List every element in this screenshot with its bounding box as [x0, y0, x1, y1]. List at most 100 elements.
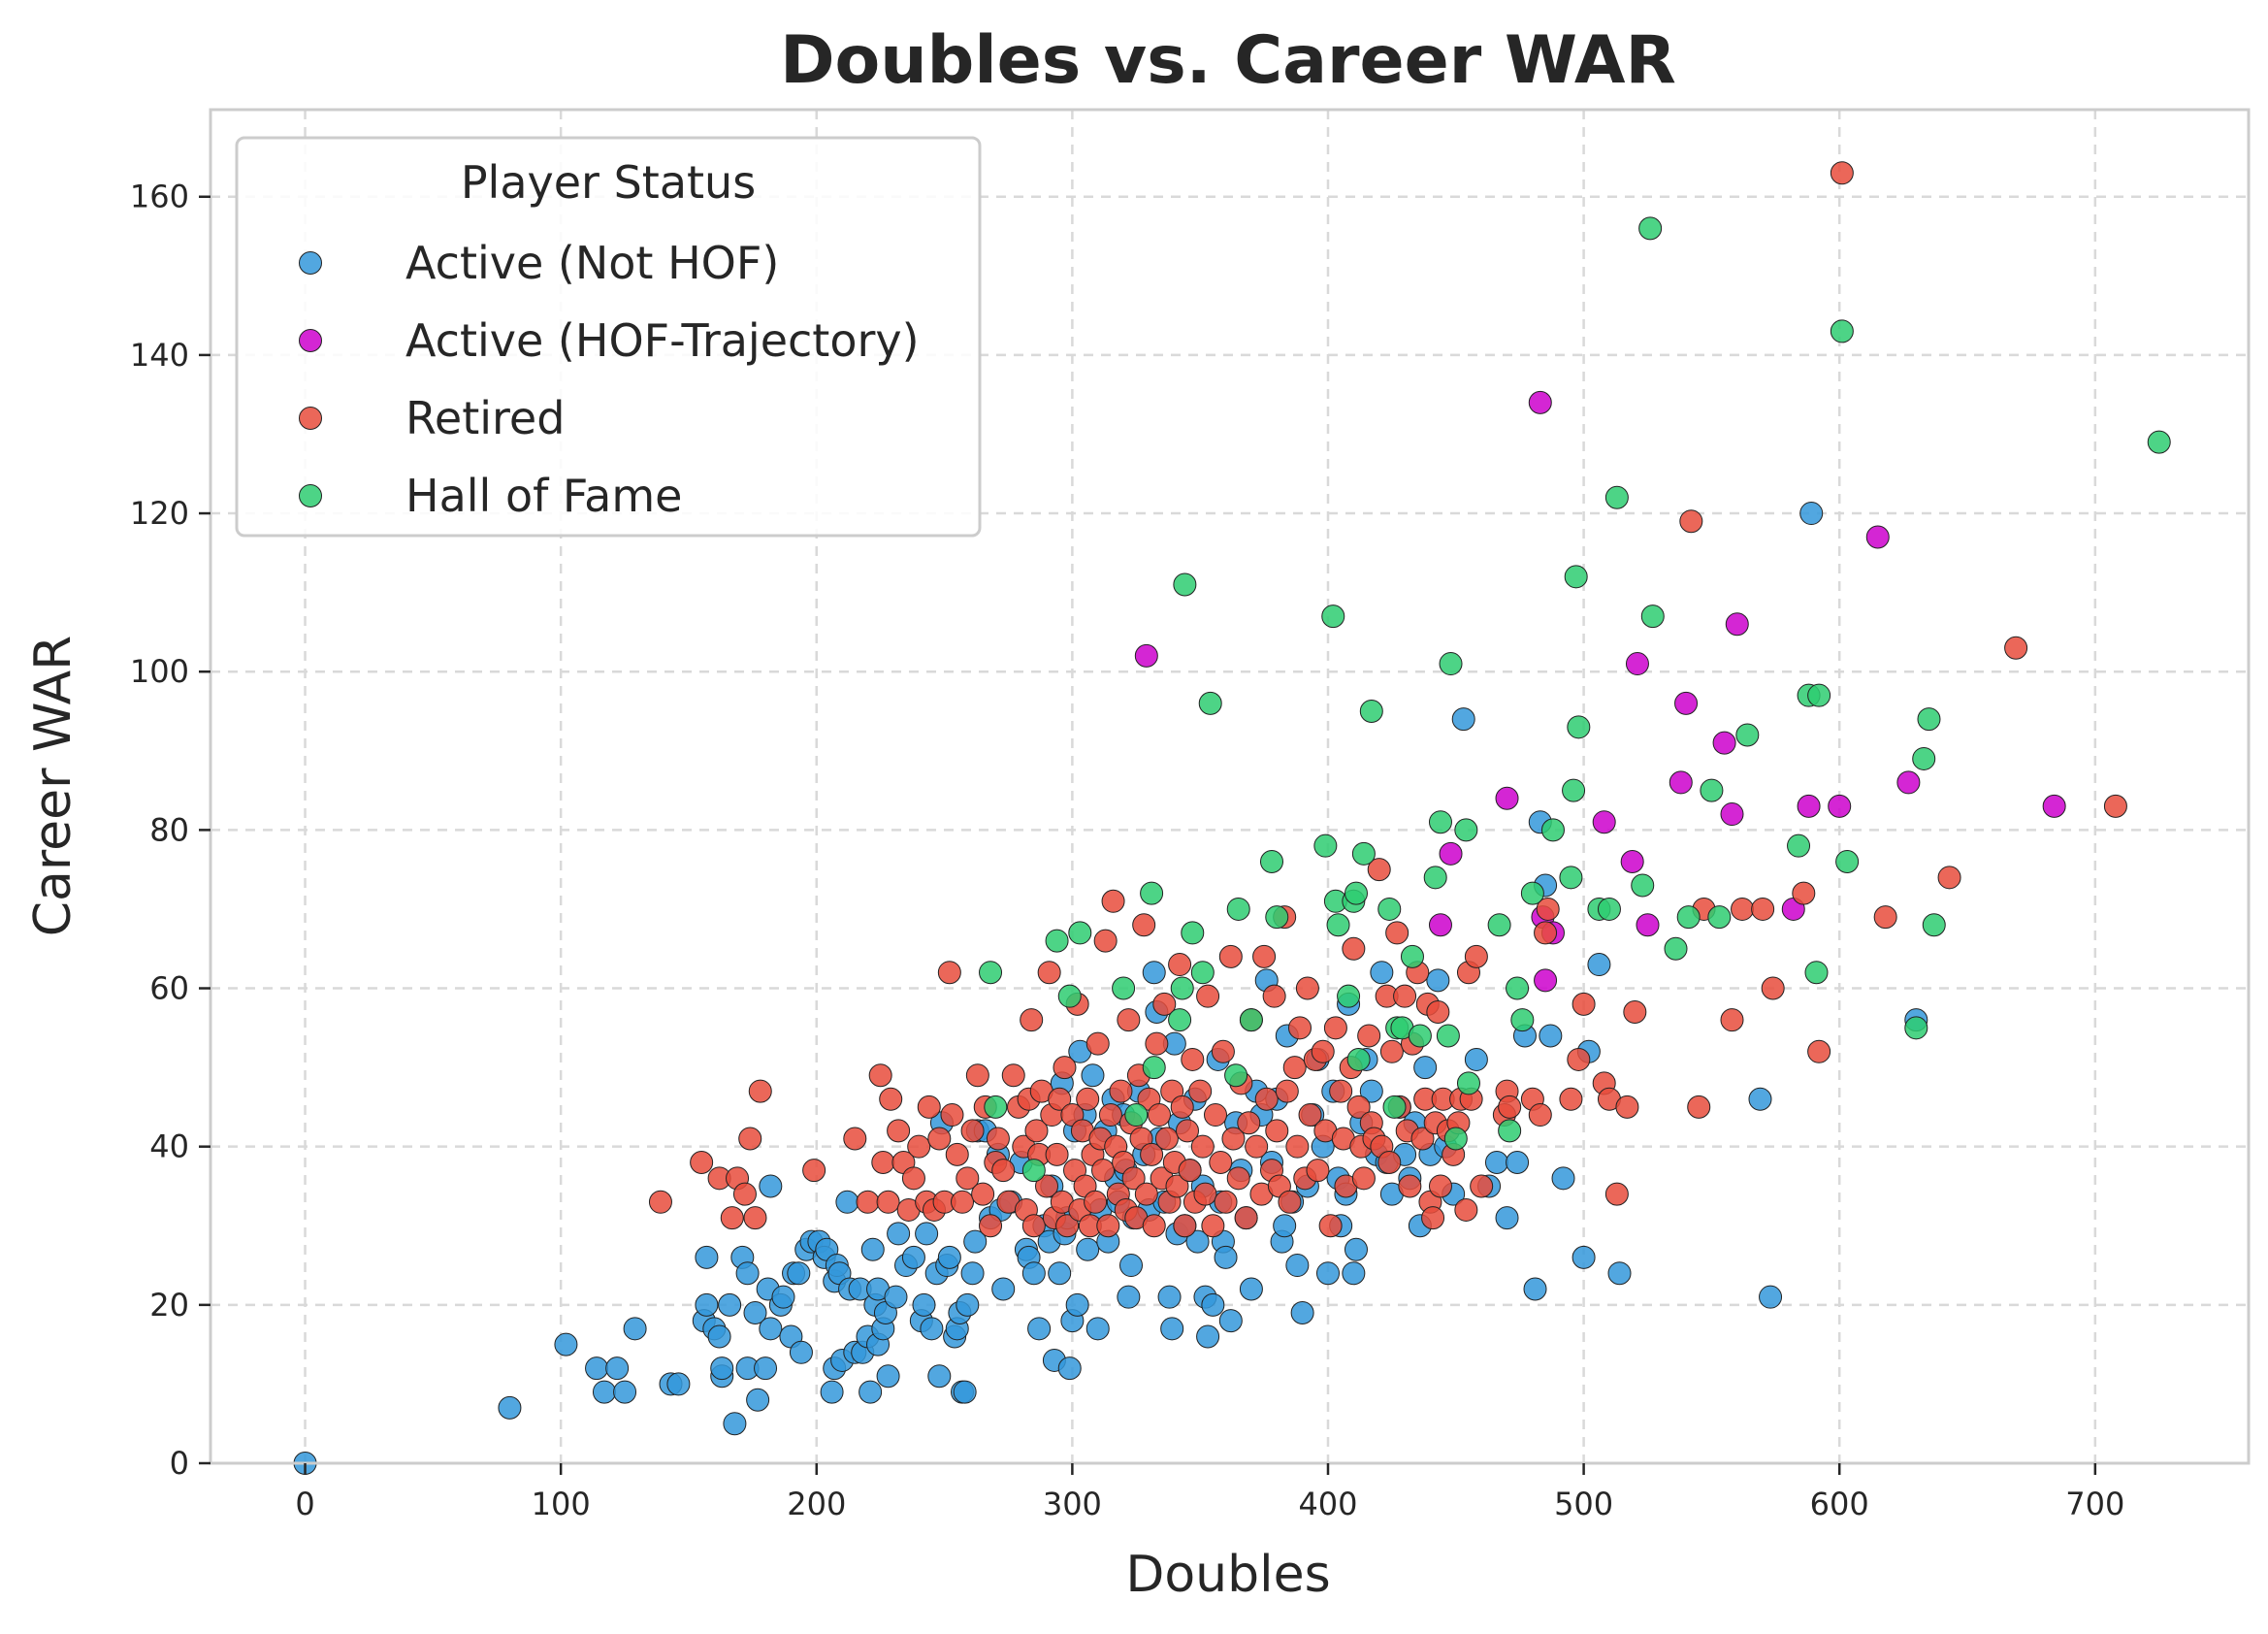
data-point	[1245, 1134, 1269, 1159]
data-point	[1439, 652, 1463, 676]
data-point	[1506, 976, 1530, 1000]
x-tick-label: 100	[532, 1486, 591, 1522]
data-point	[735, 1261, 760, 1286]
data-point	[695, 1245, 719, 1269]
data-point	[1912, 746, 1936, 770]
data-point	[1937, 866, 1961, 890]
data-point	[690, 1151, 714, 1174]
data-point	[1904, 1016, 1928, 1040]
y-tick-label: 40	[149, 1128, 189, 1165]
data-point	[2103, 794, 2127, 818]
data-point	[1282, 1056, 1307, 1080]
data-point	[1117, 1008, 1141, 1032]
data-point	[1021, 1214, 1046, 1238]
data-point	[1623, 1000, 1647, 1024]
data-point	[1021, 1159, 1046, 1183]
data-point	[1298, 1103, 1322, 1127]
data-point	[1065, 1292, 1089, 1317]
data-point	[1720, 1008, 1744, 1032]
data-point	[1400, 944, 1424, 968]
data-point	[1451, 707, 1475, 732]
data-point	[759, 1317, 783, 1341]
data-point	[1168, 1008, 1192, 1032]
data-point	[1625, 652, 1649, 676]
data-point	[927, 1364, 952, 1389]
data-point	[1045, 929, 1069, 953]
data-point	[1523, 1277, 1547, 1301]
data-point	[1214, 1245, 1238, 1269]
data-point	[979, 1214, 1003, 1238]
data-point	[1540, 818, 1565, 842]
data-point	[1495, 1206, 1519, 1230]
data-point	[1564, 565, 1588, 589]
data-point	[1520, 881, 1544, 905]
data-point	[1204, 1103, 1228, 1127]
data-point	[1720, 802, 1744, 827]
legend-label: Hall of Fame	[405, 470, 682, 522]
x-axis-label: Doubles	[1125, 1546, 1330, 1604]
data-point	[1152, 992, 1177, 1016]
data-point	[1112, 976, 1136, 1000]
data-point	[1562, 778, 1586, 802]
data-point	[917, 1095, 941, 1119]
data-point	[1454, 818, 1478, 842]
data-point	[1193, 1182, 1217, 1206]
data-point	[1096, 1214, 1120, 1238]
legend-marker	[299, 484, 322, 507]
data-point	[876, 1364, 900, 1389]
data-point	[710, 1356, 734, 1381]
data-point	[937, 961, 961, 985]
data-point	[1117, 1285, 1141, 1309]
data-point	[1484, 1151, 1508, 1174]
data-point	[986, 1127, 1010, 1151]
data-point	[1896, 770, 1921, 795]
data-point	[1922, 913, 1946, 937]
data-point	[1615, 1095, 1639, 1119]
y-tick-label: 20	[149, 1287, 189, 1324]
data-point	[1436, 1024, 1460, 1048]
data-point	[1226, 897, 1250, 921]
data-point	[1132, 913, 1156, 937]
legend-marker	[299, 251, 322, 275]
data-point	[1676, 905, 1701, 930]
data-point	[648, 1190, 672, 1214]
data-point	[1528, 1103, 1552, 1127]
data-point	[1464, 944, 1488, 968]
data-point	[1346, 1095, 1371, 1119]
data-point	[1359, 700, 1383, 723]
data-point	[1295, 976, 1319, 1000]
data-point	[951, 1190, 975, 1214]
y-axis-ticks: 0 20 40 60 80 100 120 140 160	[130, 179, 211, 1482]
data-point	[879, 1087, 903, 1111]
legend: Player Status Active (Not HOF) Active (HO…	[235, 136, 982, 538]
data-point	[1712, 731, 1736, 755]
data-point	[1198, 691, 1222, 715]
data-point	[979, 961, 1003, 985]
data-point	[1160, 1317, 1184, 1341]
data-point	[1567, 1047, 1591, 1071]
data-point	[1170, 976, 1194, 1000]
data-point	[901, 1166, 925, 1191]
data-point	[1470, 1174, 1494, 1198]
data-point	[1346, 1047, 1371, 1071]
data-point	[1359, 1079, 1383, 1103]
data-point	[1252, 944, 1277, 968]
data-point	[1306, 1159, 1330, 1183]
data-point	[1454, 1197, 1478, 1222]
data-point	[2042, 794, 2066, 818]
data-point	[876, 1190, 900, 1214]
data-point	[1001, 1063, 1025, 1088]
data-point	[1679, 509, 1703, 534]
data-point	[1337, 984, 1361, 1008]
data-point	[1226, 1166, 1250, 1191]
data-point	[1214, 1190, 1238, 1214]
data-point	[1157, 1285, 1182, 1309]
data-point	[718, 1292, 742, 1317]
data-point	[623, 1317, 647, 1341]
data-point	[1735, 723, 1760, 747]
chart-title: Doubles vs. Career WAR	[780, 22, 1676, 99]
data-point	[1382, 1095, 1407, 1119]
data-point	[1759, 1285, 1783, 1309]
data-point	[1748, 1087, 1772, 1111]
data-point	[1510, 1008, 1535, 1032]
